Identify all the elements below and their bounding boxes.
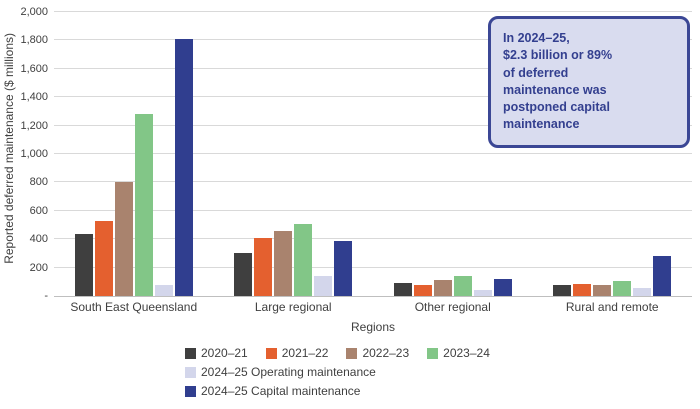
legend-label: 2022–23 — [362, 346, 410, 360]
legend-item: 2024–25 Capital maintenance — [185, 384, 360, 398]
annotation-callout-box: In 2024–25, $2.3 billion or 89% of defer… — [488, 16, 690, 148]
bar — [254, 237, 273, 296]
x-axis-category-labels: South East Queensland Large regional Other… — [54, 300, 692, 314]
legend-swatch-icon — [185, 385, 196, 397]
y-tick-label: 600 — [29, 204, 48, 217]
gridline — [54, 238, 692, 240]
bar — [234, 253, 253, 296]
y-tick-label: 1,000 — [20, 148, 48, 160]
legend-item: 2024–25 Operating maintenance — [185, 365, 376, 379]
bar-group — [214, 12, 374, 296]
bar — [433, 280, 452, 296]
legend-label: 2024–25 Operating maintenance — [201, 365, 376, 379]
bar — [553, 284, 572, 296]
bar-groups — [54, 12, 692, 296]
y-tick-label: 1,800 — [20, 34, 48, 47]
legend-swatch-icon — [185, 347, 196, 359]
bar — [174, 38, 193, 296]
y-tick-label: 800 — [29, 176, 48, 189]
y-tick-label: 200 — [29, 261, 48, 274]
legend-label: 2020–21 — [201, 346, 248, 360]
bar — [393, 283, 412, 296]
y-tick-label: 1,600 — [20, 62, 48, 75]
chart-legend: 2020–21 2021–22 2022–23 2023–24 2024–25 Oper… — [185, 346, 490, 398]
legend-item: 2020–21 — [185, 346, 248, 360]
bar — [573, 283, 592, 296]
y-tick-label: 2,000 — [20, 6, 48, 18]
gridline — [54, 67, 692, 69]
y-tick-label: 1,200 — [20, 119, 48, 132]
gridline — [54, 39, 692, 41]
bar — [274, 231, 293, 296]
bar-group — [373, 12, 533, 296]
gridline — [54, 181, 692, 183]
bar — [633, 288, 652, 296]
plot-area: - 200 400 600 800 1,000 1,200 1,400 1,600 1,800 2,… — [20, 6, 692, 302]
bar — [154, 284, 173, 296]
legend-label: 2023–24 — [443, 346, 490, 360]
x-category-label: South East Queensland — [70, 300, 198, 314]
x-category-label: Other regional — [414, 300, 491, 314]
bar — [613, 281, 632, 296]
legend-label: 2024–25 Capital maintenance — [201, 384, 361, 398]
y-tick-label: - — [44, 290, 48, 302]
x-category-label: Large regional — [254, 300, 332, 314]
gridline — [54, 96, 692, 98]
legend-swatch-icon — [265, 347, 277, 359]
annotation-text: In 2024–25, $2.3 billion or 89% of defer… — [503, 31, 613, 132]
legend-row: 2024–25 Operating maintenance — [185, 365, 490, 379]
bar — [314, 276, 333, 296]
gridline — [54, 266, 692, 268]
y-tick-label: 1,400 — [20, 91, 48, 104]
legend-label: 2021–22 — [281, 346, 329, 360]
bar — [294, 224, 313, 296]
bar-group — [533, 12, 693, 296]
bar — [134, 114, 153, 296]
bar — [593, 285, 612, 296]
legend-row: 2020–21 2021–22 2022–23 2023–24 — [185, 346, 490, 360]
bar — [493, 278, 512, 296]
legend-item: 2021–22 — [265, 346, 329, 360]
x-axis-title: Regions — [350, 320, 396, 334]
bar-group — [54, 12, 214, 296]
legend-swatch-icon — [427, 347, 439, 359]
bar — [74, 233, 93, 296]
bar — [653, 255, 672, 296]
gridline — [54, 209, 692, 211]
legend-item: 2022–23 — [346, 346, 409, 360]
legend-item: 2023–24 — [427, 346, 490, 360]
gridline — [54, 11, 692, 12]
x-category-label: Rural and remote — [565, 300, 659, 314]
bar — [334, 240, 353, 296]
bar — [453, 276, 472, 296]
bar — [413, 284, 432, 296]
legend-swatch-icon — [185, 366, 196, 378]
y-tick-label: 400 — [29, 233, 48, 246]
gridline — [54, 124, 692, 126]
bar — [473, 290, 492, 296]
gridline — [54, 153, 692, 154]
legend-row: 2024–25 Capital maintenance — [185, 384, 490, 398]
legend-swatch-icon — [346, 347, 358, 359]
bar — [94, 220, 113, 296]
bar — [114, 182, 133, 296]
